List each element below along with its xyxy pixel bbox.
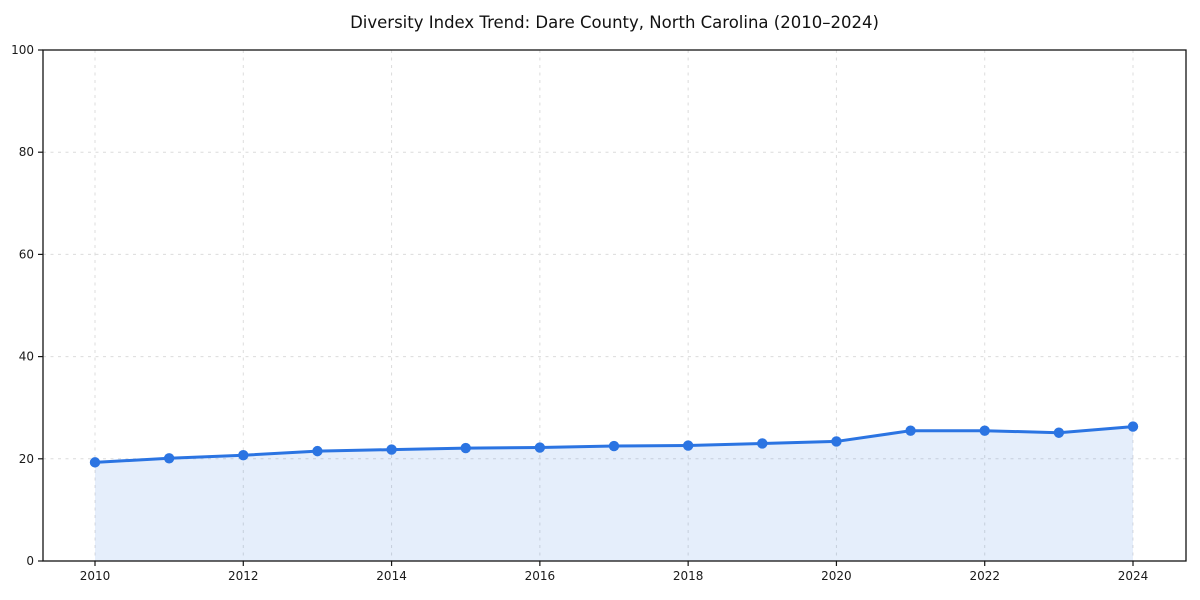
y-tick-label: 60	[19, 247, 34, 261]
data-point-2021	[905, 425, 916, 436]
area-fill	[95, 426, 1133, 561]
data-point-2016	[534, 442, 546, 453]
x-tick-label: 2022	[969, 569, 1000, 583]
data-point-2023	[1053, 427, 1065, 438]
y-tick-label: 100	[11, 43, 34, 57]
y-tick-label: 80	[19, 145, 34, 159]
x-tick-label: 2020	[821, 569, 852, 583]
data-point-2022	[979, 425, 990, 436]
x-tick-label: 2018	[673, 569, 704, 583]
x-tick-label: 2014	[376, 569, 407, 583]
y-tick-label: 20	[19, 452, 34, 466]
x-tick-label: 2010	[80, 569, 111, 583]
data-point-2013	[312, 445, 323, 457]
data-point-2011	[163, 453, 175, 464]
data-point-2018	[682, 440, 694, 451]
x-tick-label: 2016	[525, 569, 556, 583]
y-tick-label: 0	[26, 554, 34, 568]
x-tick-label: 2012	[228, 569, 259, 583]
axes-box	[42, 49, 1187, 562]
y-tick-label: 40	[19, 350, 34, 364]
data-point-2020	[831, 436, 842, 447]
data-point-2015	[460, 442, 471, 454]
data-point-2010	[89, 457, 101, 468]
data-point-2014	[386, 444, 397, 455]
data-point-2017	[608, 440, 620, 452]
data-point-2024	[1127, 421, 1139, 432]
data-point-2019	[757, 438, 768, 449]
x-tick-label: 2024	[1118, 569, 1149, 583]
data-point-2012	[238, 450, 249, 461]
